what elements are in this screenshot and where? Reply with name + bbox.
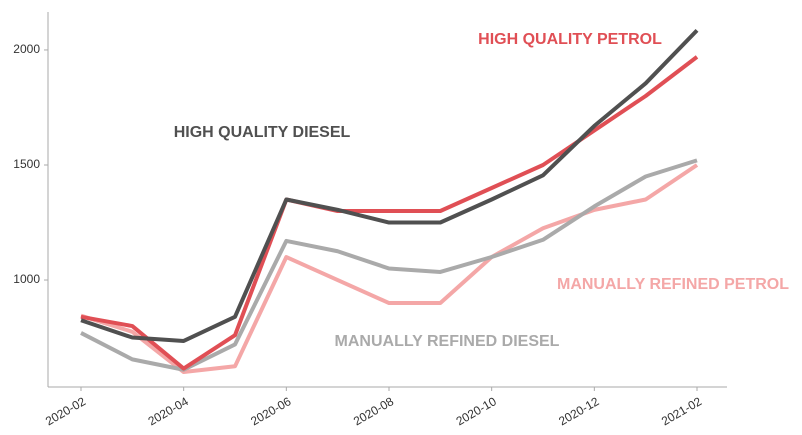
line-series (80, 163, 699, 375)
x-tick-label: 2020-04 (146, 394, 191, 428)
x-tick-label: 2021-02 (659, 394, 704, 428)
y-tick-label: 1500 (13, 157, 40, 171)
series-label: HIGH QUALITY DIESEL (174, 124, 351, 141)
x-tick-label: 2020-10 (454, 394, 499, 428)
x-tick-label: 2020-08 (351, 394, 396, 428)
series-label: MANUALLY REFINED PETROL (557, 276, 789, 293)
series-label: HIGH QUALITY PETROL (478, 31, 662, 48)
series-label: MANUALLY REFINED DIESEL (335, 333, 560, 350)
y-tick-label: 2000 (13, 42, 40, 56)
x-tick-label: 2020-12 (556, 394, 601, 428)
x-tick-label: 2020-06 (248, 394, 293, 428)
x-tick-label: 2020-02 (43, 394, 88, 428)
line-series (80, 29, 699, 343)
y-tick-label: 1000 (13, 272, 40, 286)
line-series (80, 55, 699, 371)
